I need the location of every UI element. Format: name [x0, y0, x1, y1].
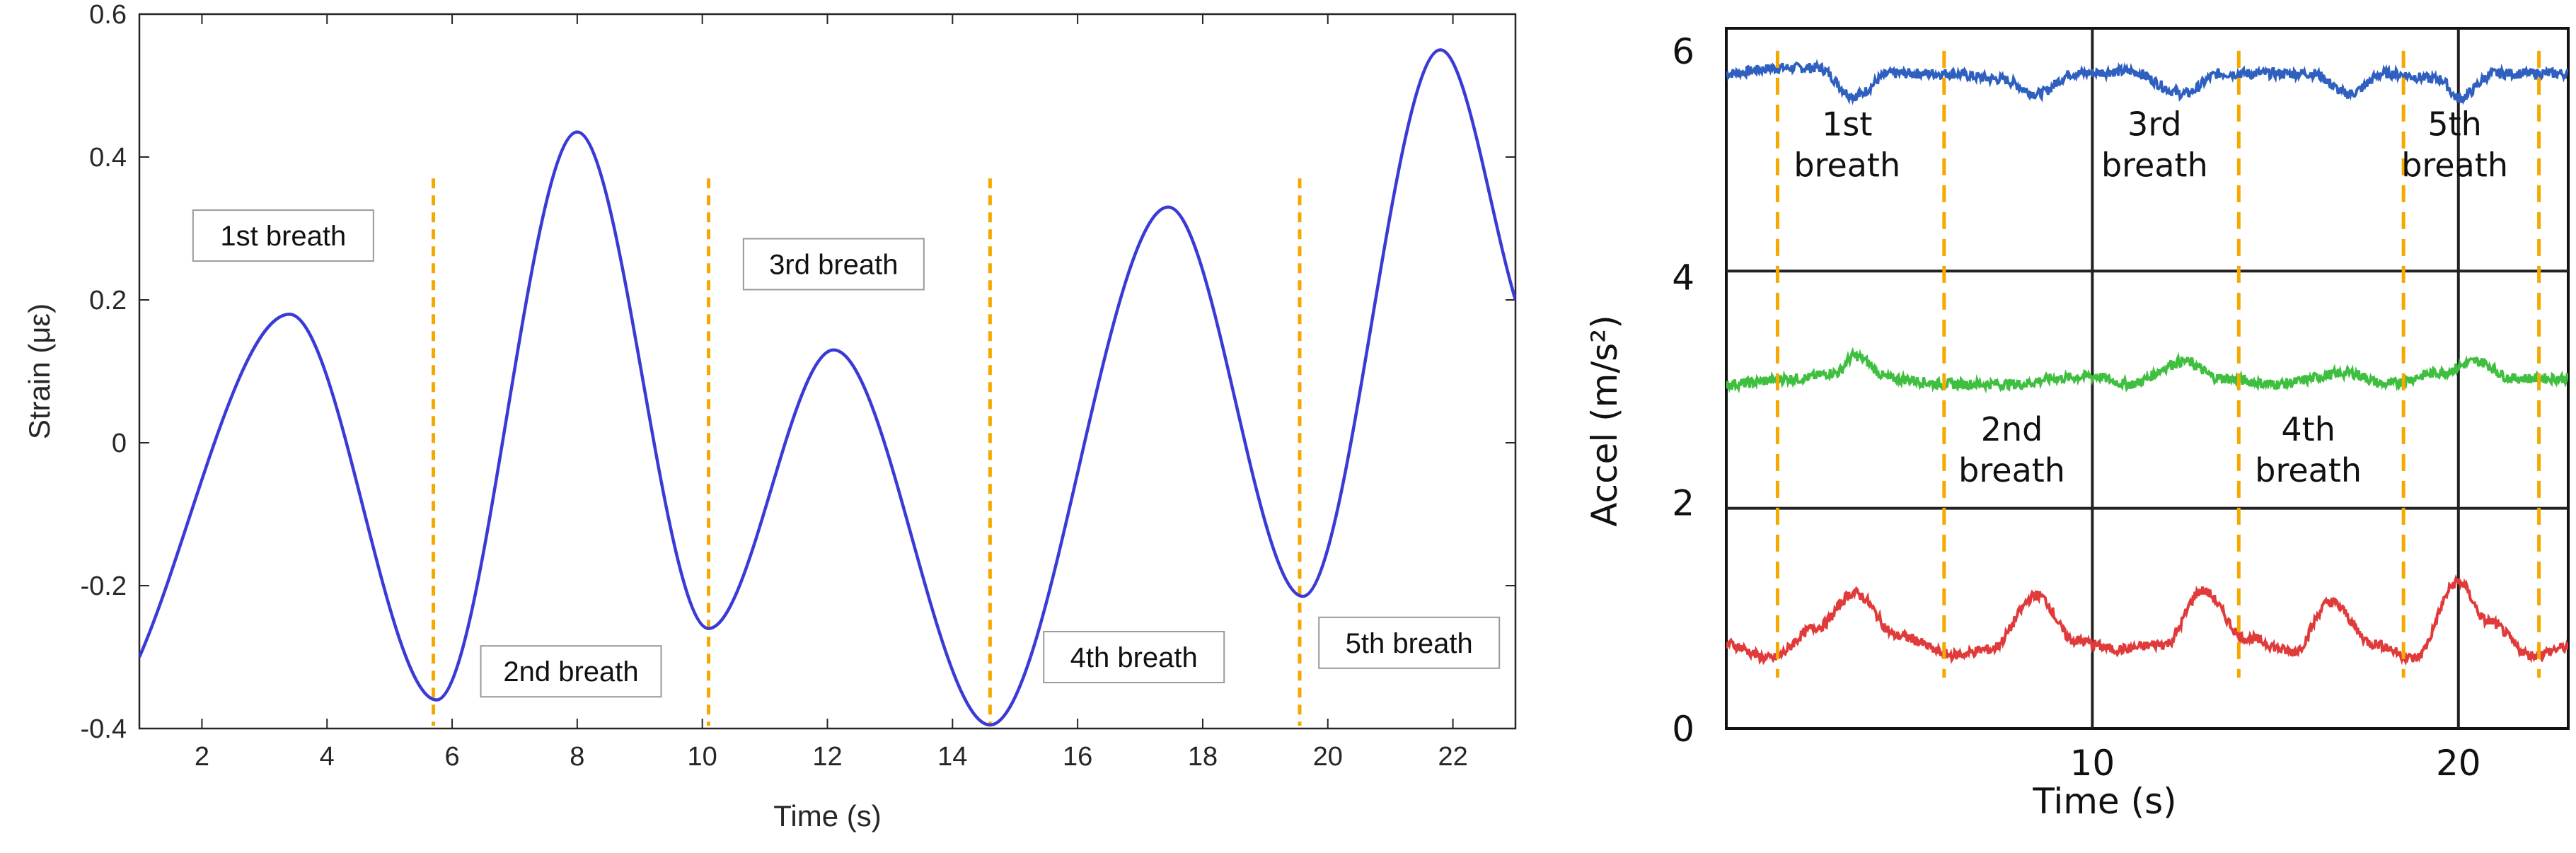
breath-label-text: 4th breath: [1070, 642, 1198, 673]
strain-line: [139, 48, 1515, 727]
y-tick-label: -0.2: [81, 571, 127, 601]
y-tick-label: 0.2: [89, 286, 127, 315]
x-tick-label: 12: [812, 742, 842, 772]
x-tick-label: 4: [320, 742, 335, 772]
breath-label: 5th breath: [1318, 616, 1501, 669]
x-tick-label: 2: [195, 742, 209, 772]
x-axis-title: Time (s): [2032, 781, 2176, 822]
breath-label-text: 5th breath: [1346, 628, 1473, 659]
breath-label-line: breath: [2255, 451, 2362, 489]
y-tick-label: 0.4: [89, 143, 127, 173]
plot-area: [138, 13, 1517, 730]
y-tick-label: 4: [1672, 257, 1694, 298]
breath-label-box: [192, 209, 374, 262]
breath-label-line: breath: [1958, 451, 2065, 489]
y-tick-label: 6: [1672, 31, 1694, 72]
breath-label: 3rd breath: [2101, 105, 2208, 185]
accel-trace: [1726, 574, 2568, 666]
breath-label: 3rd breath: [742, 238, 925, 291]
breath-label: 1st breath: [1794, 105, 1900, 185]
breath-label-text: 1st breath: [220, 221, 346, 252]
y-tick-label: 0: [1672, 709, 1694, 750]
x-tick-label: 18: [1188, 742, 1218, 772]
y-tick-label: 2: [1672, 483, 1694, 524]
x-tick-label: 16: [1063, 742, 1092, 772]
breath-label-box: [742, 238, 925, 291]
breath-label-line: 4th: [2281, 410, 2335, 448]
y-tick-label: -0.4: [81, 714, 127, 744]
y-tick-label: 0: [112, 429, 127, 458]
breath-label: 4th breath: [1043, 631, 1225, 683]
breath-label-text: 3rd breath: [769, 250, 898, 281]
x-tick-label: 20: [2436, 743, 2481, 784]
y-axis-title: Accel (m/s²): [1584, 315, 1625, 527]
breath-label: 5th breath: [2401, 105, 2508, 185]
x-tick-label: 10: [688, 742, 717, 772]
breath-label: 2nd breath: [480, 645, 662, 698]
x-tick-label: 10: [2070, 743, 2115, 784]
breath-label-line: 5th: [2427, 105, 2481, 144]
x-tick-label: 8: [570, 742, 584, 772]
breath-label-line: 2nd: [1981, 410, 2043, 448]
breath-label-box: [480, 645, 662, 698]
breath-label-box: [1318, 616, 1501, 669]
breath-label-line: 1st: [1822, 105, 1872, 144]
x-axis-title: Time (s): [773, 799, 881, 832]
breath-label-text: 2nd breath: [503, 656, 638, 687]
breath-label: 1st breath: [192, 209, 374, 262]
breath-label: 2nd breath: [1958, 410, 2065, 489]
strain-chart: 2 4 6 8 10 12 14 16 18 20 22 -0.4 -0.2 0 0.2 0.4 0.6 Time…: [23, 0, 1517, 832]
y-axis-title: Strain (με): [23, 303, 56, 439]
accel-trace: [1726, 58, 2568, 105]
breath-label-box: [1043, 631, 1225, 683]
breath-label-line: breath: [2401, 146, 2508, 185]
x-tick-label: 20: [1313, 742, 1343, 772]
x-tick-label: 22: [1438, 742, 1467, 772]
y-tick-label: 0.6: [89, 0, 127, 30]
breath-label-line: 3rd: [2127, 105, 2182, 144]
breath-label-line: breath: [2101, 146, 2208, 185]
x-tick-label: 14: [937, 742, 967, 772]
x-tick-label: 6: [444, 742, 459, 772]
breath-label-line: breath: [1794, 146, 1900, 185]
breath-label: 4th breath: [2255, 410, 2362, 489]
accel-trace: [1726, 347, 2568, 394]
